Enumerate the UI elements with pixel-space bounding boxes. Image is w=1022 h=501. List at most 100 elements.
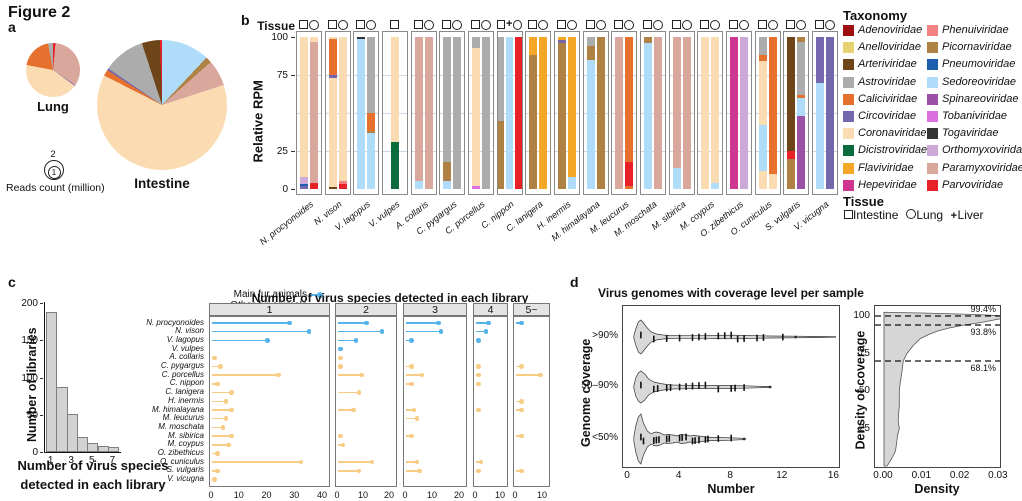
bar-frame	[611, 31, 638, 195]
gridline	[354, 113, 379, 114]
lollipop-line	[406, 339, 412, 342]
lollipop-line	[338, 339, 357, 342]
lollipop-line	[516, 374, 541, 376]
bar-segment	[414, 37, 423, 182]
lollipop-dot	[436, 320, 441, 326]
taxonomy-swatch	[927, 128, 938, 140]
facet-panel	[473, 316, 508, 487]
bar-segment	[586, 46, 595, 60]
lollipop-line	[212, 409, 232, 411]
stacked-bar	[481, 37, 490, 189]
gridline	[726, 75, 751, 76]
lollipop-dot	[359, 372, 364, 378]
ytick-mark	[291, 37, 295, 38]
density-ytick: 25	[858, 422, 870, 434]
facet-xtick: 0	[208, 490, 214, 500]
bar-segment	[338, 184, 347, 189]
bar-segment	[625, 37, 634, 162]
bar-segment	[758, 55, 767, 62]
lollipop-line	[338, 330, 383, 333]
hist-ytick-mark	[40, 452, 43, 453]
gridline	[554, 151, 579, 152]
violin-rug-mark	[656, 385, 659, 392]
lollipop-dot	[519, 433, 524, 439]
library-histogram	[44, 302, 121, 453]
violin-rug-mark	[665, 335, 668, 342]
lollipop-species-label: S. vulgaris	[166, 465, 204, 475]
bar-segment	[390, 37, 399, 142]
violin-rug-mark	[653, 335, 655, 343]
species-group: V. vicugna	[792, 18, 838, 232]
facet-xtick: 10	[426, 490, 437, 500]
violin-rug-mark	[691, 334, 694, 341]
stacked-bar	[787, 37, 796, 189]
bar-segment	[557, 43, 566, 189]
species-axis-label: N. procyonoides	[257, 199, 316, 247]
stacked-bar	[711, 37, 720, 189]
taxonomy-swatch	[927, 42, 938, 54]
facet-xtick: 10	[357, 490, 368, 500]
gridline	[669, 151, 694, 152]
taxonomy-family-name: Circoviridae	[858, 110, 917, 122]
lollipop-line	[516, 435, 522, 437]
gridline	[411, 151, 436, 152]
lollipop-species-label: M. himalayana	[151, 404, 204, 414]
lollipop-line	[212, 391, 232, 394]
lollipop-line	[212, 374, 279, 376]
bar-segment	[797, 41, 806, 95]
tissue-square-icon	[700, 20, 710, 29]
stacked-bar	[443, 37, 452, 189]
lollipop-species-label: C. lanigera	[165, 387, 204, 397]
violin-shape	[633, 319, 837, 355]
violin-rug-mark	[669, 384, 672, 391]
density-threshold-label: 68.1%	[970, 363, 996, 373]
bar-segment	[367, 113, 376, 132]
bar-segment	[797, 97, 806, 117]
bar-segment	[557, 37, 566, 41]
gridline	[698, 151, 723, 152]
bar-segment	[357, 38, 366, 189]
lollipop-dot	[409, 364, 414, 369]
taxonomy-family-name: Parvoviridae	[942, 178, 1004, 191]
taxonomy-swatch	[843, 59, 854, 71]
bar-frame	[553, 31, 580, 195]
bar-segment	[328, 187, 337, 189]
bar-frame	[725, 31, 752, 195]
lollipop-dot	[379, 329, 385, 334]
tissue-circle-icon	[566, 19, 577, 30]
taxonomy-family-name: Astroviridae	[858, 75, 917, 88]
taxonomy-family-name: Tobaniviridae	[942, 110, 1008, 122]
tissue-symbols	[353, 18, 379, 31]
gridline	[640, 113, 665, 114]
main-fur-line-icon	[310, 294, 320, 296]
stacked-bar	[328, 37, 337, 189]
tissue-square-icon	[757, 20, 767, 29]
taxonomy-swatch	[927, 145, 938, 157]
violin-rug-mark	[694, 437, 696, 444]
facet-xtick: 0	[334, 490, 340, 500]
lollipop-species-label: O. cuniculus	[159, 456, 204, 466]
lollipop-dot	[411, 407, 417, 413]
violin-rug-mark	[704, 333, 707, 340]
hist-ytick-mark	[40, 414, 43, 416]
hist-xtick: 5	[89, 455, 95, 466]
violin-rug-mark	[743, 335, 745, 342]
violin-rug-mark	[698, 382, 700, 389]
gridline	[612, 75, 637, 76]
lollipop-dot	[351, 407, 356, 413]
tissue-legend-label: Intestine	[853, 208, 899, 222]
gridline	[468, 113, 493, 114]
stacked-bar	[453, 37, 462, 189]
violin-rug-mark	[640, 433, 642, 441]
bar-segment	[443, 181, 452, 189]
species-group: A. collaris	[393, 18, 437, 231]
histogram-xlabel-line1: Number of virus species	[17, 458, 169, 473]
gridline	[354, 151, 379, 152]
bar-segment	[758, 61, 767, 126]
lollipop-dot	[414, 459, 420, 465]
tissue-legend-title: Tissue	[843, 194, 884, 209]
taxonomy-swatch	[843, 179, 854, 191]
density-xtick: 0.01	[911, 470, 932, 481]
bar-segment	[768, 173, 777, 189]
bar-frame	[811, 31, 838, 195]
